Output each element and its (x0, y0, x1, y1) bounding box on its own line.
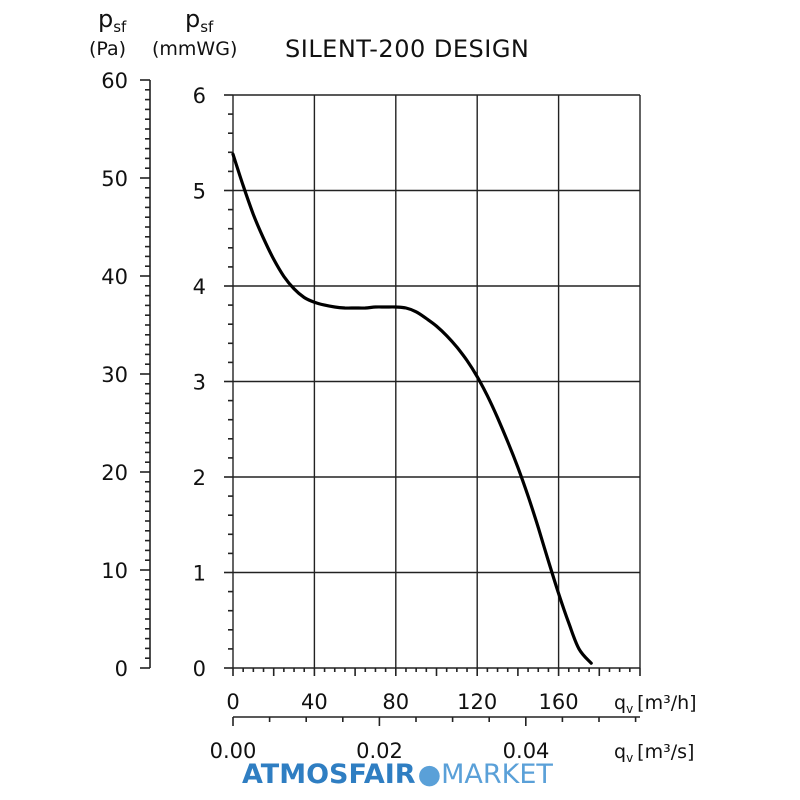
y-pa-tick-label: 20 (101, 461, 128, 485)
minor-ticks (140, 79, 641, 726)
y-pa-tick-label: 40 (101, 265, 128, 289)
x-m3s-tick-label: 0.02 (356, 739, 403, 763)
plot-grid (232, 94, 641, 669)
series-line-fan-curve (231, 152, 593, 665)
y-pa-tick-label: 30 (101, 363, 128, 387)
y-mmwg-tick-label: 4 (193, 275, 206, 299)
x-m3h-tick-label: 160 (539, 690, 579, 714)
y-pa-tick-label: 60 (101, 69, 128, 93)
x-m3s-ticks: 0.00 0.02 0.04 (210, 739, 550, 763)
x-m3s-tick-label: 0.04 (503, 739, 550, 763)
y-mmwg-tick-label: 1 (193, 562, 206, 586)
y-pa-ticks: 0 10 20 30 40 50 60 (101, 69, 128, 681)
x-secondary-label: qv [m³/s] (614, 741, 694, 765)
x-m3h-tick-label: 80 (382, 690, 409, 714)
x-primary-label: qv [m³/h] (614, 692, 697, 716)
y-mmwg-tick-label: 2 (193, 466, 206, 490)
y-pa-tick-label: 10 (101, 559, 128, 583)
x-m3h-ticks: 0 40 80 120 160 (226, 690, 578, 714)
y-mmwg-ticks: 0 1 2 3 4 5 6 (193, 84, 206, 681)
y-mmwg-tick-label: 0 (193, 657, 206, 681)
watermark-logo: ATMOSFAIR●MARKET (242, 759, 553, 790)
y-mmwg-tick-label: 6 (193, 84, 206, 108)
y-right-label-symbol: psf (185, 5, 214, 36)
y-right-label-unit: (mmWG) (152, 38, 237, 60)
x-m3h-tick-label: 0 (226, 690, 239, 714)
y-left-label-unit: (Pa) (89, 38, 126, 60)
x-m3s-tick-label: 0.00 (210, 739, 257, 763)
y-left-label-symbol: psf (98, 5, 127, 36)
y-mmwg-tick-label: 3 (193, 371, 206, 395)
chart-title: SILENT-200 DESIGN (285, 35, 529, 63)
y-mmwg-tick-label: 5 (193, 180, 206, 204)
x-m3h-tick-label: 40 (301, 690, 328, 714)
y-pa-tick-label: 50 (101, 167, 128, 191)
x-m3h-tick-label: 120 (457, 690, 497, 714)
y-pa-tick-label: 0 (115, 657, 128, 681)
